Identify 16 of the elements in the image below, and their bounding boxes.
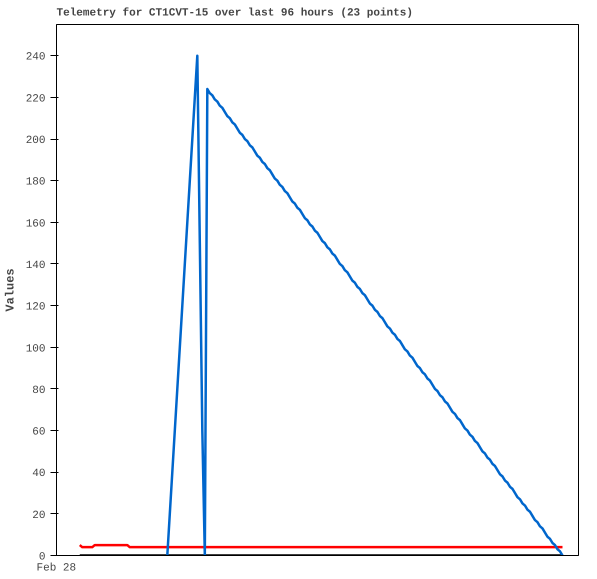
y-tick-label: 140 <box>26 260 46 272</box>
y-tick-label: 20 <box>32 510 46 522</box>
y-tick-label: 240 <box>26 52 46 64</box>
y-tick-label: 80 <box>32 384 46 397</box>
y-tick-label: 220 <box>26 93 46 106</box>
y-axis-title: Values <box>4 268 18 312</box>
y-tick-label: 200 <box>26 135 46 148</box>
y-tick-label: 40 <box>32 468 46 480</box>
y-tick-label: 60 <box>32 426 46 439</box>
y-tick-label: 120 <box>26 302 46 314</box>
y-tick-label: 180 <box>26 176 46 189</box>
y-tick-label: 100 <box>26 343 46 356</box>
y-tick-label: 160 <box>26 218 46 230</box>
chart-title: Telemetry for CT1CVT-15 over last 96 hours (23 points) <box>56 6 413 20</box>
y-tick-label: 0 <box>38 552 46 564</box>
text: Feb 28 <box>36 562 76 574</box>
